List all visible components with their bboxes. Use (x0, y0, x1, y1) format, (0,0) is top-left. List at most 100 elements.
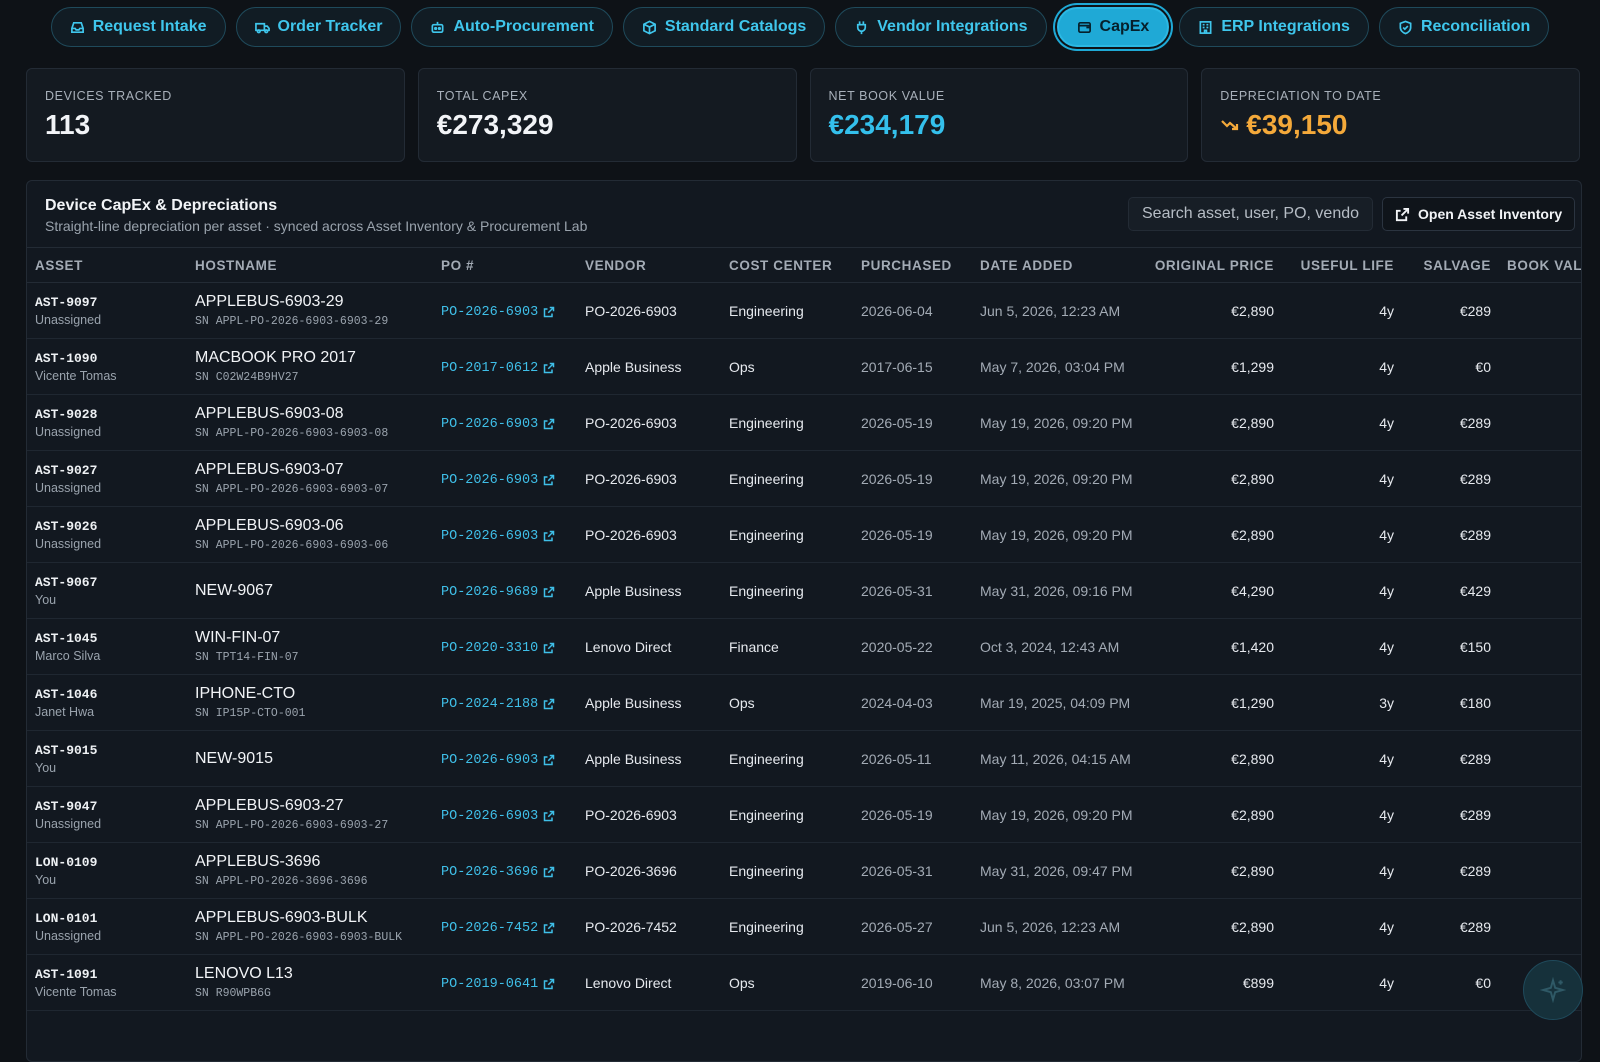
asset-user: Unassigned (35, 424, 102, 439)
useful-life: 4y (1282, 450, 1402, 507)
cost-center: Engineering (721, 506, 853, 563)
table-row[interactable]: AST-9047 Unassigned APPLEBUS-6903-27 SN APP… (27, 786, 1581, 843)
table-row[interactable]: AST-1090 Vicente Tomas MACBOOK PRO 2017 SN … (27, 338, 1581, 395)
serial-number: SN TPT14-FIN-07 (195, 651, 299, 664)
po-link[interactable]: PO-2024-2188 (441, 697, 555, 712)
asset-id: LON-0109 (35, 854, 98, 870)
tab-vendor-integrations[interactable]: Vendor Integrations (835, 7, 1047, 47)
purchased-date: 2019-06-10 (853, 954, 972, 1011)
table-row[interactable]: AST-9028 Unassigned APPLEBUS-6903-08 SN APP… (27, 394, 1581, 451)
table-row[interactable]: AST-9027 Unassigned APPLEBUS-6903-07 SN APP… (27, 450, 1581, 507)
table-row[interactable]: AST-9026 Unassigned APPLEBUS-6903-06 SN APP… (27, 506, 1581, 563)
purchased-date: 2020-05-22 (853, 618, 972, 675)
table-header-row: ASSET HOSTNAME PO # VENDOR COST CENTER P… (27, 248, 1581, 283)
search-input[interactable] (1128, 197, 1373, 231)
po-link[interactable]: PO-2026-7452 (441, 921, 555, 936)
cost-center: Engineering (721, 786, 853, 843)
col-date-added[interactable]: DATE ADDED (972, 248, 1137, 283)
table-row[interactable]: LON-0109 You APPLEBUS-3696 SN APPL-PO-2026-… (27, 842, 1581, 899)
purchased-date: 2026-06-04 (853, 282, 972, 339)
tab-reconciliation[interactable]: Reconciliation (1378, 7, 1550, 47)
asset-id: AST-9047 (35, 798, 98, 814)
hostname: APPLEBUS-6903-29 (195, 293, 344, 310)
col-po[interactable]: PO # (433, 248, 577, 283)
asset-user: Marco Silva (35, 648, 101, 663)
book-value (1499, 618, 1581, 675)
po-number: PO-2026-6903 (441, 528, 539, 544)
cost-center: Engineering (721, 450, 853, 507)
tab-auto-procurement[interactable]: Auto-Procurement (411, 7, 613, 47)
table-row[interactable]: AST-9067 You NEW-9067 PO-2026-9689 Apple Bus… (27, 562, 1581, 619)
po-link[interactable]: PO-2020-3310 (441, 641, 555, 656)
vendor: Apple Business (577, 338, 721, 395)
original-price: €4,290 (1137, 562, 1282, 619)
tab-request-intake[interactable]: Request Intake (50, 7, 226, 47)
po-link[interactable]: PO-2026-3696 (441, 865, 555, 880)
date-added: May 31, 2026, 09:16 PM (972, 562, 1137, 619)
po-link[interactable]: PO-2017-0612 (441, 361, 555, 376)
po-number: PO-2026-6903 (441, 472, 539, 488)
table-row[interactable]: LON-0101 Unassigned APPLEBUS-6903-BULK SN A… (27, 898, 1581, 955)
purchased-date: 2017-06-15 (853, 338, 972, 395)
vendor: Apple Business (577, 730, 721, 787)
po-link[interactable]: PO-2026-6903 (441, 753, 555, 768)
external-link-icon (543, 978, 555, 990)
serial-number: SN APPL-PO-2026-6903-6903-27 (195, 819, 389, 832)
serial-number: SN IP15P-CTO-001 (195, 707, 306, 720)
asset-cell: AST-1046 Janet Hwa (27, 674, 187, 731)
tab-order-tracker[interactable]: Order Tracker (235, 7, 402, 47)
col-purchased[interactable]: PURCHASED (853, 248, 972, 283)
external-link-icon (543, 362, 555, 374)
asset-id: AST-1091 (35, 966, 98, 982)
cost-center: Engineering (721, 562, 853, 619)
salvage-value: €289 (1402, 506, 1499, 563)
date-added: May 8, 2026, 03:07 PM (972, 954, 1137, 1011)
sparkle-icon (1540, 977, 1566, 1003)
table-row[interactable]: AST-9015 You NEW-9015 PO-2026-6903 Apple Bus… (27, 730, 1581, 787)
col-hostname[interactable]: HOSTNAME (187, 248, 433, 283)
col-useful-life[interactable]: USEFUL LIFE (1282, 248, 1402, 283)
table-row[interactable]: AST-1046 Janet Hwa IPHONE-CTO SN IP15P-CTO-… (27, 674, 1581, 731)
tab-standard-catalogs[interactable]: Standard Catalogs (622, 7, 826, 47)
po-link[interactable]: PO-2026-6903 (441, 529, 555, 544)
vendor: Lenovo Direct (577, 954, 721, 1011)
table-row[interactable]: AST-1091 Vicente Tomas LENOVO L13 SN R90WPB… (27, 954, 1581, 1011)
asset-user: Unassigned (35, 312, 102, 327)
tab-label: Request Intake (92, 18, 207, 35)
tab-capex[interactable]: CapEx (1056, 7, 1170, 47)
useful-life: 4y (1282, 394, 1402, 451)
po-link[interactable]: PO-2026-6903 (441, 417, 555, 432)
cost-center: Engineering (721, 842, 853, 899)
po-link[interactable]: PO-2026-6903 (441, 305, 555, 320)
original-price: €2,890 (1137, 730, 1282, 787)
assistant-button[interactable] (1523, 960, 1583, 1020)
asset-cell: AST-1045 Marco Silva (27, 618, 187, 675)
book-value (1499, 338, 1581, 395)
table-row[interactable]: AST-1045 Marco Silva WIN-FIN-07 SN TPT14-FI… (27, 618, 1581, 675)
wallet-icon (1077, 21, 1091, 33)
card-label: NET BOOK VALUE (828, 89, 945, 103)
tab-erp-integrations[interactable]: ERP Integrations (1179, 7, 1369, 47)
po-link[interactable]: PO-2019-0641 (441, 977, 555, 992)
useful-life: 4y (1282, 954, 1402, 1011)
table-row[interactable]: AST-9097 Unassigned APPLEBUS-6903-29 SN APP… (27, 282, 1581, 339)
external-link-icon (543, 530, 555, 542)
po-link[interactable]: PO-2026-6903 (441, 473, 555, 488)
col-salvage[interactable]: SALVAGE (1402, 248, 1499, 283)
hostname-cell: NEW-9015 (187, 730, 433, 787)
open-asset-inventory-button[interactable]: Open Asset Inventory (1382, 197, 1576, 231)
col-book-value[interactable]: BOOK VALUE (1499, 248, 1581, 283)
external-link-icon (543, 586, 555, 598)
col-vendor[interactable]: VENDOR (577, 248, 721, 283)
asset-id: AST-9097 (35, 294, 98, 310)
tab-label: ERP Integrations (1221, 18, 1350, 35)
panel-title: Device CapEx & Depreciations (45, 197, 278, 214)
col-asset[interactable]: ASSET (27, 248, 187, 283)
hostname-cell: APPLEBUS-6903-29 SN APPL-PO-2026-6903-690… (187, 282, 433, 339)
col-original-price[interactable]: ORIGINAL PRICE (1137, 248, 1282, 283)
po-link[interactable]: PO-2026-9689 (441, 585, 555, 600)
cost-center: Engineering (721, 730, 853, 787)
po-link[interactable]: PO-2026-6903 (441, 809, 555, 824)
devices-tracked-card: DEVICES TRACKED 113 (26, 68, 405, 162)
col-cost-center[interactable]: COST CENTER (721, 248, 853, 283)
